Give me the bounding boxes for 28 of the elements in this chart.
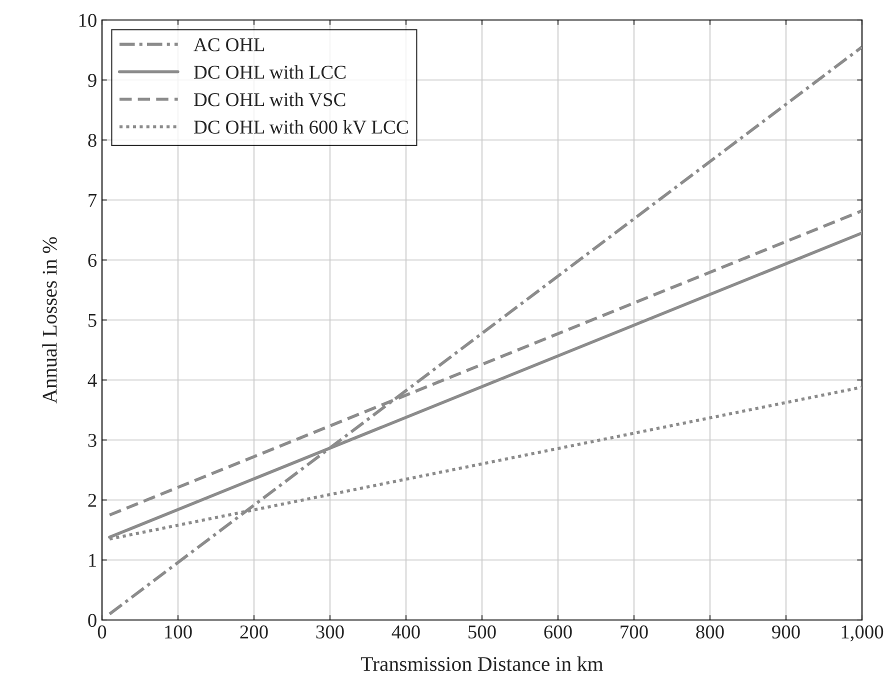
x-tick-label: 200 bbox=[240, 625, 268, 639]
legend-label: AC OHL bbox=[194, 38, 264, 52]
y-tick-label: 0 bbox=[88, 614, 96, 627]
y-tick-label: 3 bbox=[88, 434, 96, 447]
x-tick-label: 500 bbox=[468, 625, 496, 639]
y-tick-label: 2 bbox=[88, 494, 96, 507]
x-tick-label: 0 bbox=[98, 625, 106, 639]
x-tick-label: 400 bbox=[392, 625, 420, 639]
y-tick-label: 1 bbox=[89, 554, 96, 567]
y-tick-label: 5 bbox=[88, 314, 96, 327]
x-tick-label: 300 bbox=[316, 625, 344, 639]
y-tick-label: 9 bbox=[88, 74, 96, 87]
x-axis-title: Transmission Distance in km bbox=[360, 656, 604, 672]
x-tick-label: 700 bbox=[620, 625, 648, 639]
legend-label: DC OHL with LCC bbox=[194, 65, 346, 79]
legend-label: DC OHL with VSC bbox=[194, 92, 346, 106]
x-tick-label: 600 bbox=[544, 625, 572, 639]
y-tick-label: 10 bbox=[79, 14, 96, 27]
y-tick-label: 4 bbox=[88, 374, 97, 387]
y-axis-title: Annual Losses in % bbox=[42, 237, 57, 404]
x-tick-label: 900 bbox=[772, 625, 800, 639]
y-tick-label: 7 bbox=[88, 194, 97, 207]
x-tick-label: 800 bbox=[696, 625, 724, 639]
x-tick-label: 100 bbox=[165, 625, 192, 639]
y-tick-label: 8 bbox=[88, 134, 96, 147]
x-tick-label: 1,000 bbox=[842, 625, 884, 642]
legend-label: DC OHL with 600 kV LCC bbox=[194, 120, 408, 134]
y-tick-label: 6 bbox=[88, 254, 97, 267]
